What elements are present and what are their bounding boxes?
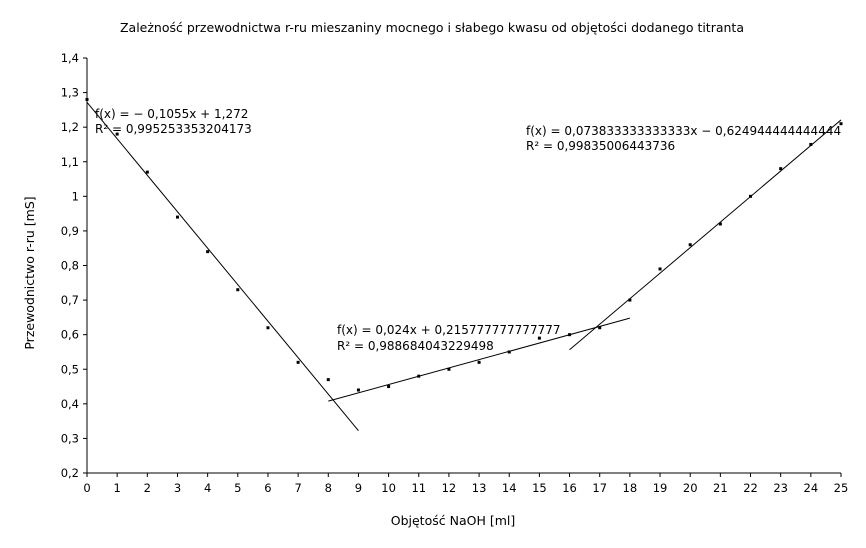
x-tick-label: 9 — [355, 481, 362, 495]
chart-title: Zależność przewodnictwa r-ru mieszaniny … — [120, 20, 744, 35]
data-point — [326, 378, 330, 382]
x-tick-label: 19 — [653, 481, 668, 495]
trendlines — [86, 101, 842, 431]
y-axis-label: Przewodnictwo r-ru [mS] — [22, 196, 37, 349]
data-point — [839, 122, 843, 126]
data-point — [447, 367, 451, 371]
data-points — [85, 98, 843, 392]
x-tick-label: 14 — [502, 481, 517, 495]
y-tick-label: 1,2 — [61, 120, 79, 134]
x-tick-label: 18 — [623, 481, 638, 495]
data-point — [85, 98, 89, 101]
x-tick-label: 0 — [83, 481, 90, 495]
x-tick-label: 22 — [743, 481, 758, 495]
y-tick-label: 0,2 — [61, 466, 79, 480]
data-point — [175, 215, 179, 219]
y-tick-label: 0,6 — [61, 328, 79, 342]
data-point — [658, 267, 662, 271]
x-tick-label: 23 — [773, 481, 788, 495]
x-tick-label: 3 — [174, 481, 181, 495]
trendline-1 — [86, 101, 359, 431]
data-point — [145, 170, 149, 174]
x-tick-label: 12 — [442, 481, 457, 495]
data-point — [779, 167, 783, 171]
y-tick-label: 0,9 — [61, 224, 79, 238]
y-tick-label: 1 — [72, 189, 79, 203]
x-tick-label: 7 — [294, 481, 301, 495]
data-point — [236, 288, 240, 292]
data-point — [356, 388, 360, 392]
y-tick-label: 1,1 — [61, 155, 79, 169]
data-point — [296, 360, 300, 364]
data-point — [628, 298, 632, 302]
x-tick-label: 15 — [532, 481, 547, 495]
x-tick-label: 25 — [834, 481, 849, 495]
data-point — [718, 222, 722, 226]
x-tick-label: 20 — [683, 481, 698, 495]
x-tick-label: 24 — [804, 481, 819, 495]
x-tick-label: 10 — [381, 481, 396, 495]
data-point — [809, 142, 813, 146]
data-point — [598, 326, 602, 330]
x-tick-label: 17 — [592, 481, 607, 495]
trendline-1-equation: f(x) = − 0,1055x + 1,272 — [95, 107, 248, 121]
y-tick-label: 0,8 — [61, 259, 79, 273]
y-tick-label: 0,4 — [61, 397, 79, 411]
trendline-3-equation: f(x) = 0,073833333333333x − 0,6249444444… — [526, 124, 841, 138]
x-tick-label: 11 — [411, 481, 426, 495]
x-tick-label: 4 — [204, 481, 211, 495]
x-tick-label: 5 — [234, 481, 241, 495]
trendline-1-r2: R² = 0,995253353204173 — [95, 122, 252, 136]
data-point — [568, 333, 572, 337]
x-tick-label: 16 — [562, 481, 577, 495]
x-axis-label: Objętość NaOH [ml] — [391, 513, 515, 528]
x-tick-label: 8 — [325, 481, 332, 495]
ticks: 0 1 2 3 4 5 6 7 8 9 10 11 12 13 14 15 16 17 18 19 20 21 22 23 24… — [61, 51, 849, 495]
data-point — [749, 194, 753, 198]
data-point — [387, 385, 391, 389]
trendline-3 — [569, 119, 842, 351]
x-tick-label: 1 — [113, 481, 120, 495]
y-tick-label: 1,4 — [61, 51, 79, 65]
data-point — [688, 243, 692, 247]
y-tick-label: 1,3 — [61, 86, 79, 100]
data-point — [115, 132, 119, 136]
data-point — [507, 350, 511, 354]
x-tick-label: 6 — [264, 481, 271, 495]
trendline-2 — [328, 317, 631, 402]
trendline-2-r2: R² = 0,988684043229498 — [337, 339, 494, 353]
x-tick-label: 2 — [144, 481, 151, 495]
trendline-3-r2: R² = 0,99835006443736 — [526, 139, 675, 153]
y-tick-label: 0,3 — [61, 431, 79, 445]
trendline-2-equation: f(x) = 0,024x + 0,215777777777777 — [337, 323, 560, 337]
x-tick-label: 13 — [472, 481, 487, 495]
data-point — [537, 336, 541, 340]
data-point — [417, 374, 421, 378]
x-tick-label: 21 — [713, 481, 728, 495]
y-tick-label: 0,5 — [61, 362, 79, 376]
data-point — [477, 360, 481, 364]
data-point — [266, 326, 270, 330]
y-tick-label: 0,7 — [61, 293, 79, 307]
data-point — [206, 250, 210, 254]
